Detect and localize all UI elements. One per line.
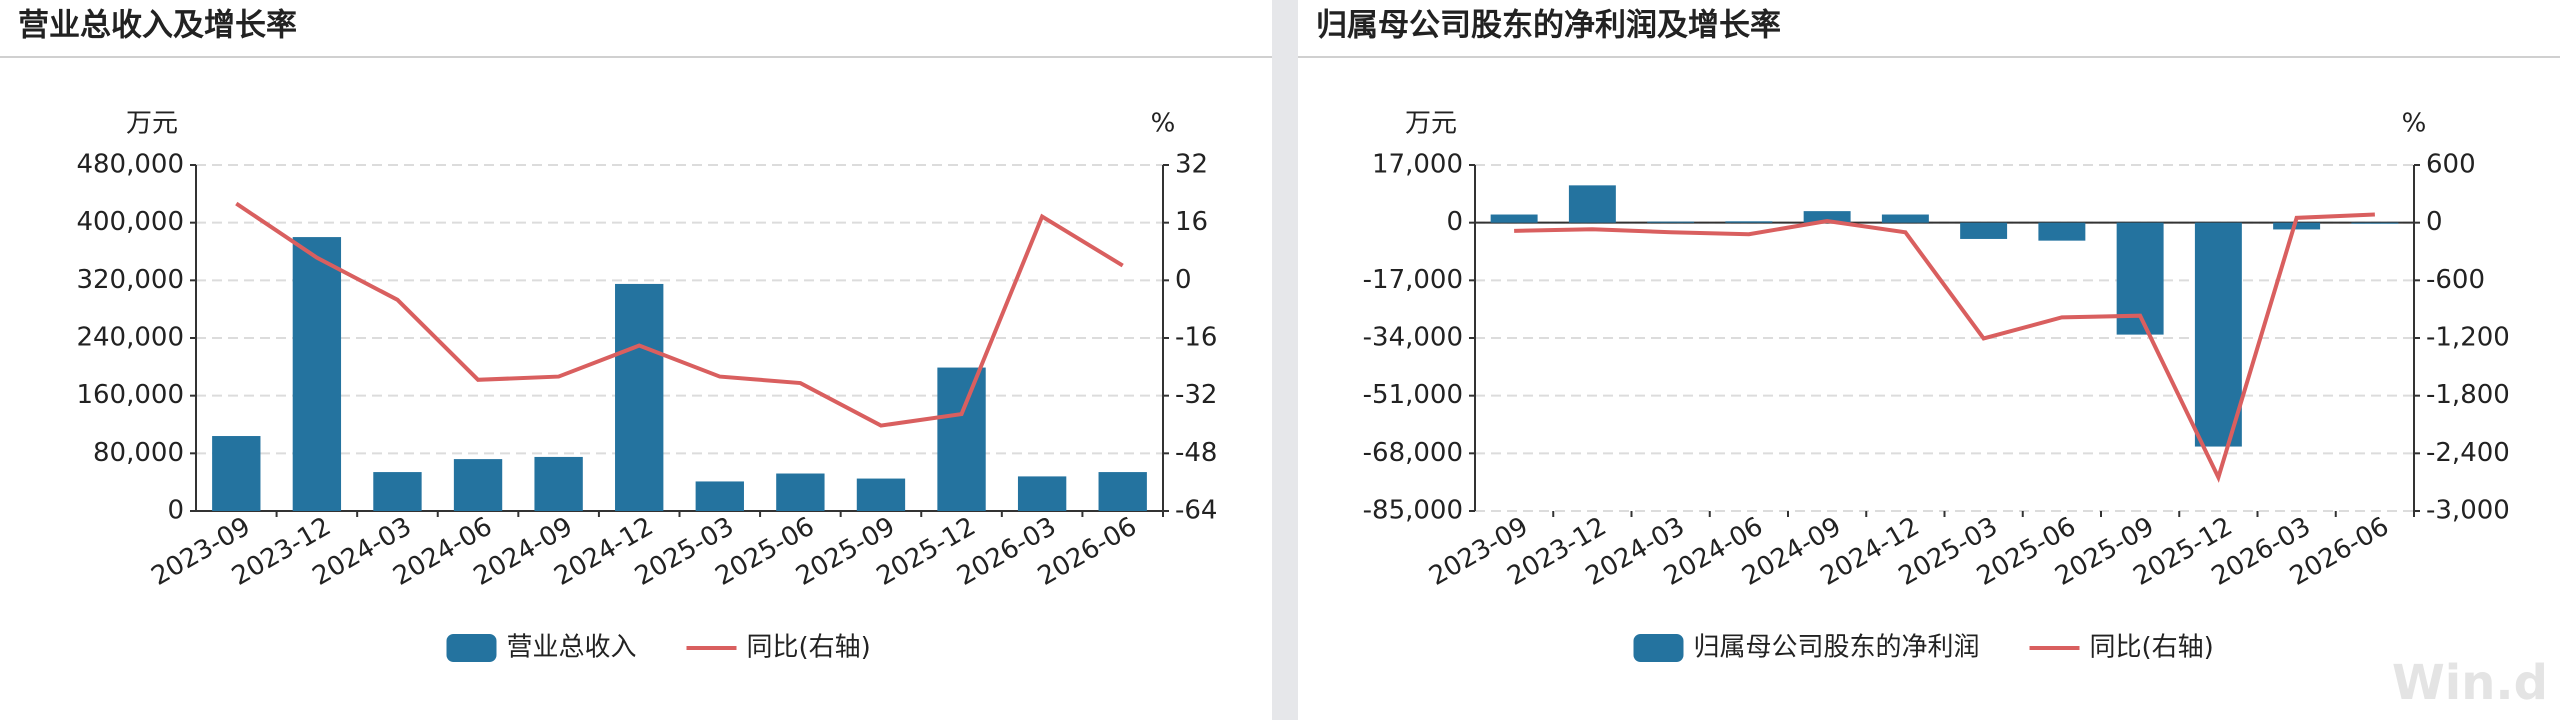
bar (1490, 214, 1538, 223)
y-tick-label: 320,000 (76, 265, 184, 295)
bar (292, 237, 342, 512)
bar (937, 367, 986, 511)
watermark: Win.d (2392, 655, 2548, 711)
y2-tick-label: -64 (1175, 496, 1217, 526)
bar (2351, 222, 2399, 224)
y2-tick-label: -32 (1175, 380, 1217, 410)
bar (1568, 185, 1616, 223)
bar (2273, 222, 2321, 230)
y2-tick-label: -600 (2426, 265, 2485, 295)
y-tick-label: 240,000 (76, 323, 184, 353)
y2-tick-label: 600 (2426, 150, 2476, 180)
legend-label: 同比(右轴) (747, 633, 871, 663)
y-tick-label: -17,000 (1363, 265, 1463, 295)
bar (1647, 221, 1695, 223)
y-tick-label: -34,000 (1363, 323, 1463, 353)
bar (373, 472, 422, 511)
chart-title: 营业总收入及增长率 (18, 8, 297, 44)
y2-tick-label: -16 (1175, 323, 1217, 353)
y2-tick-label: -48 (1175, 438, 1217, 468)
y-tick-label: 0 (167, 496, 184, 526)
legend-swatch (446, 634, 497, 662)
line (1514, 212, 2375, 483)
bar (856, 478, 906, 511)
bar (534, 456, 583, 511)
bar (2194, 222, 2242, 447)
legend-label: 营业总收入 (507, 633, 637, 663)
y-tick-label: 17,000 (1372, 150, 1463, 180)
y-tick-label: 400,000 (76, 207, 184, 237)
y2-tick-label: -2,400 (2426, 438, 2510, 468)
y2-tick-label: 32 (1175, 150, 1208, 180)
panel-divider (1272, 0, 1298, 720)
bar (1881, 214, 1929, 223)
bar (615, 283, 664, 511)
y2-tick-label: -1,200 (2426, 323, 2510, 353)
bar (695, 481, 744, 511)
bar (1098, 472, 1147, 511)
bar (1960, 222, 2008, 239)
legend-swatch (1633, 634, 1684, 662)
bar (212, 436, 261, 511)
y-tick-label: 160,000 (76, 380, 184, 410)
bar (1803, 211, 1851, 223)
bar (1017, 476, 1067, 511)
y-tick-label: -85,000 (1363, 496, 1463, 526)
y-tick-label: -68,000 (1363, 438, 1463, 468)
bar (1725, 221, 1773, 223)
y2-tick-label: -1,800 (2426, 380, 2510, 410)
y-tick-label: -51,000 (1363, 380, 1463, 410)
y-axis-unit: 万元 (1405, 109, 1457, 139)
y-axis-unit: 万元 (126, 109, 178, 139)
y-tick-label: 480,000 (76, 150, 184, 180)
bar (453, 459, 503, 511)
y2-tick-label: 0 (2426, 207, 2443, 237)
chart-title: 归属母公司股东的净利润及增长率 (1316, 8, 1781, 44)
y2-tick-label: 0 (1175, 265, 1192, 295)
y2-axis-unit: % (1151, 109, 1176, 139)
y2-tick-label: -3,000 (2426, 496, 2510, 526)
y-tick-label: 0 (1446, 207, 1463, 237)
bar (776, 473, 825, 511)
legend-label: 归属母公司股东的净利润 (1694, 633, 1980, 663)
bar (2038, 222, 2086, 241)
legend-label: 同比(右轴) (2090, 633, 2214, 663)
y2-tick-label: 16 (1175, 207, 1208, 237)
line (235, 201, 1124, 428)
y-tick-label: 80,000 (93, 438, 184, 468)
y2-axis-unit: % (2402, 109, 2427, 139)
